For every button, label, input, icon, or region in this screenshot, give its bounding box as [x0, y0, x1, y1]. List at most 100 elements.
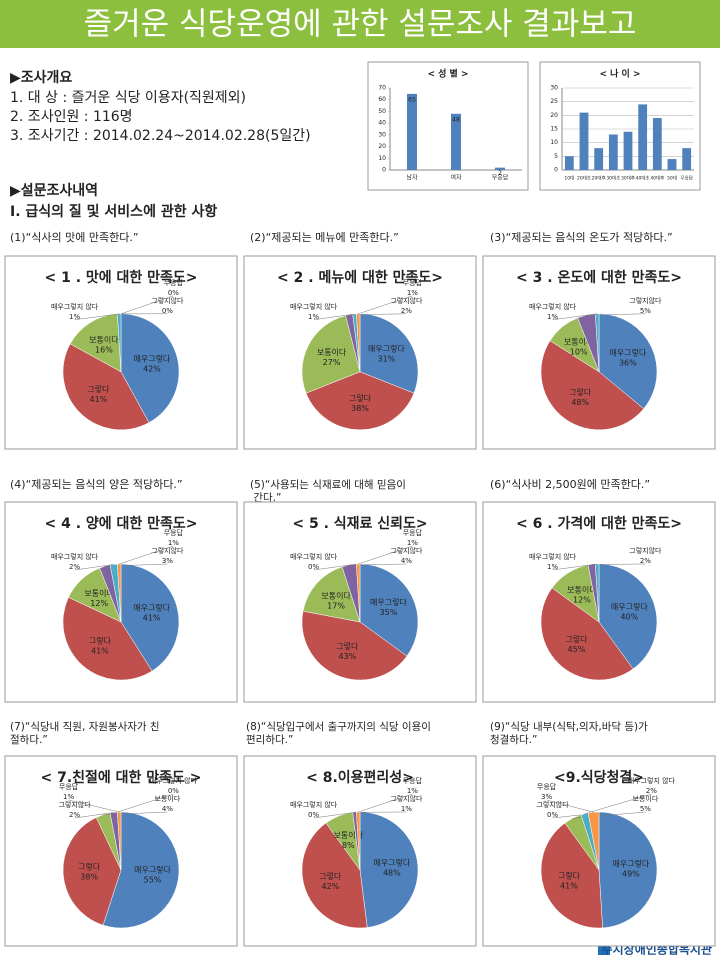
slice-value: 0%: [308, 811, 319, 819]
y-tick-label: 60: [378, 96, 386, 103]
pie-slice: [120, 563, 180, 672]
slice-label: 그렇다: [349, 393, 372, 403]
slice-label: 매우그렇다: [612, 858, 649, 868]
x-tick-label: 40대후: [650, 175, 664, 182]
slice-label: 무응답: [403, 776, 423, 785]
slice-label: 매우그렇지 않다: [51, 302, 99, 311]
leader-line: [117, 793, 174, 813]
bar: [451, 113, 461, 170]
slice-value: 1%: [407, 787, 418, 795]
slice-value: 27%: [323, 358, 341, 367]
slice-value: 3%: [162, 557, 173, 565]
slice-value: 0%: [162, 307, 173, 315]
slice-label: 보통이다: [317, 347, 347, 357]
data-label: 48: [452, 116, 460, 123]
leader-line: [74, 812, 114, 819]
slice-value: 41%: [143, 614, 161, 623]
slice-label: 보통이다: [155, 794, 181, 803]
slice-label: 매우그렇다: [133, 353, 170, 363]
x-tick-label: 20대후: [592, 175, 606, 182]
slice-value: 41%: [91, 646, 109, 655]
slice-label: 그렇다: [558, 870, 581, 880]
x-tick-label: 30대후: [621, 175, 635, 182]
slice-value: 1%: [407, 289, 418, 297]
chart-title: < 6 . 가격에 대한 만족도>: [516, 515, 682, 532]
slice-label: 매우그렇지 않다: [290, 302, 338, 311]
slice-value: 1%: [547, 563, 558, 571]
y-tick-label: 10: [550, 139, 558, 146]
slice-value: 36%: [619, 359, 637, 368]
survey-heading: ▶설문조사내역: [10, 182, 98, 199]
chart-title: < 4 . 양에 대한 만족도>: [44, 516, 197, 532]
leader-line: [552, 313, 598, 321]
pie-slice: [305, 371, 415, 431]
slice-label: 무응답: [59, 782, 79, 791]
slice-value: 0%: [308, 563, 319, 571]
leader-line: [74, 313, 120, 321]
pie-slice: [540, 822, 603, 929]
slice-label: 매우그렇다: [370, 597, 407, 607]
slice-label: 매우그렇다: [133, 603, 170, 613]
bar: [407, 93, 417, 170]
slice-label: 그렇다: [565, 634, 588, 644]
slice-label: 무응답: [403, 278, 423, 287]
slice-label: 보통이다: [564, 337, 594, 347]
slice-value: 12%: [573, 596, 591, 605]
slice-label: 매우그렇지 않다: [290, 552, 338, 561]
question: (1)“식사의 맛에 만족한다.”: [10, 231, 139, 244]
overview-heading: ▶조사개요: [10, 70, 72, 86]
slice-value: 1%: [308, 313, 319, 321]
slice-label: 그렇다: [78, 862, 101, 872]
slice-label: 매우그렇지 않다: [529, 552, 577, 561]
y-tick-label: 20: [550, 112, 558, 119]
x-tick-label: 여자: [450, 174, 462, 182]
y-tick-label: 0: [382, 167, 386, 174]
y-tick-label: 50: [378, 108, 386, 115]
x-tick-label: 무응답: [680, 175, 692, 182]
slice-value: 49%: [622, 869, 640, 878]
question: (5)“사용되는 식재료에 대해 믿음이 간다.”: [250, 478, 406, 504]
chart-title: < 8.이용편리성>: [306, 769, 414, 786]
slice-value: 17%: [327, 601, 345, 610]
pie-slice: [102, 811, 180, 929]
slice-value: 41%: [90, 395, 108, 404]
leader-line: [74, 564, 114, 571]
slice-label: 매우그렇다: [373, 857, 410, 867]
pie-slice: [62, 817, 122, 926]
page-title: 즐거운 식당운영에 관한 설문조사 결과보고: [84, 7, 637, 43]
pie-slice: [301, 315, 361, 394]
x-tick-label: 30대초: [606, 175, 620, 182]
y-tick-label: 10: [378, 155, 386, 162]
x-tick-label: 40대초: [636, 175, 650, 182]
slice-label: 그렇다: [89, 635, 112, 645]
header-band: [0, 0, 720, 48]
slice-value: 1%: [407, 539, 418, 547]
y-tick-label: 30: [378, 131, 386, 138]
pie-slice: [302, 566, 361, 623]
question: (2)“제공되는 메뉴에 만족한다.”: [250, 231, 399, 244]
slice-label: 매우그렇다: [368, 343, 405, 353]
slice-label: 매우그렇지 않다: [628, 776, 676, 785]
bar: [608, 134, 618, 170]
y-tick-label: 0: [554, 167, 558, 174]
data-label: 2: [498, 170, 502, 177]
y-tick-label: 25: [550, 98, 558, 105]
slice-value: 48%: [383, 868, 401, 877]
chart-title: < 5 . 식재료 신뢰도>: [292, 516, 427, 532]
leader-line: [313, 313, 355, 321]
bar: [682, 148, 692, 170]
slice-label: 그렇지않다: [629, 546, 662, 555]
y-tick-label: 5: [554, 153, 558, 160]
pie-slice: [301, 610, 408, 681]
slice-label: 매우그렇지 않다: [51, 552, 99, 561]
pie-slice: [359, 313, 419, 394]
y-tick-label: 70: [378, 85, 386, 92]
leader-line: [358, 295, 413, 315]
slice-label: 무응답: [164, 278, 184, 287]
pie-slice: [540, 340, 645, 431]
slice-label: 그렇지않다: [390, 546, 423, 555]
chart-title: < 나 이 >: [599, 68, 640, 80]
y-tick-label: 15: [550, 126, 558, 133]
leader-line: [119, 545, 174, 565]
overview-item: 3. 조사기간 : 2014.02.24~2014.02.28(5일간): [10, 128, 311, 144]
